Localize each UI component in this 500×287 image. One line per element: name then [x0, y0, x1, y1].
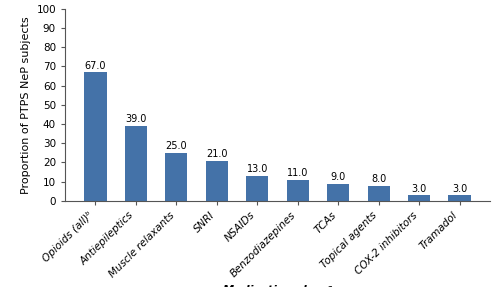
Text: 39.0: 39.0	[125, 114, 146, 124]
Y-axis label: Proportion of PTPS NeP subjects: Proportion of PTPS NeP subjects	[21, 16, 31, 193]
Text: 21.0: 21.0	[206, 149, 228, 159]
Bar	[125, 126, 147, 201]
Bar	[408, 195, 430, 201]
Text: 13.0: 13.0	[246, 164, 268, 174]
Text: 9.0: 9.0	[330, 172, 346, 182]
X-axis label: Medication classᵃ: Medication classᵃ	[222, 285, 332, 287]
Text: 3.0: 3.0	[412, 184, 426, 194]
Text: 11.0: 11.0	[287, 168, 308, 178]
Bar	[448, 195, 470, 201]
Bar	[286, 180, 309, 201]
Text: 67.0: 67.0	[84, 61, 106, 71]
Bar	[165, 153, 188, 201]
Text: 8.0: 8.0	[371, 174, 386, 184]
Bar	[206, 160, 228, 201]
Bar	[84, 72, 106, 201]
Bar	[368, 185, 390, 201]
Text: 3.0: 3.0	[452, 184, 467, 194]
Text: 25.0: 25.0	[166, 141, 187, 151]
Bar	[246, 176, 268, 201]
Bar	[327, 184, 349, 201]
